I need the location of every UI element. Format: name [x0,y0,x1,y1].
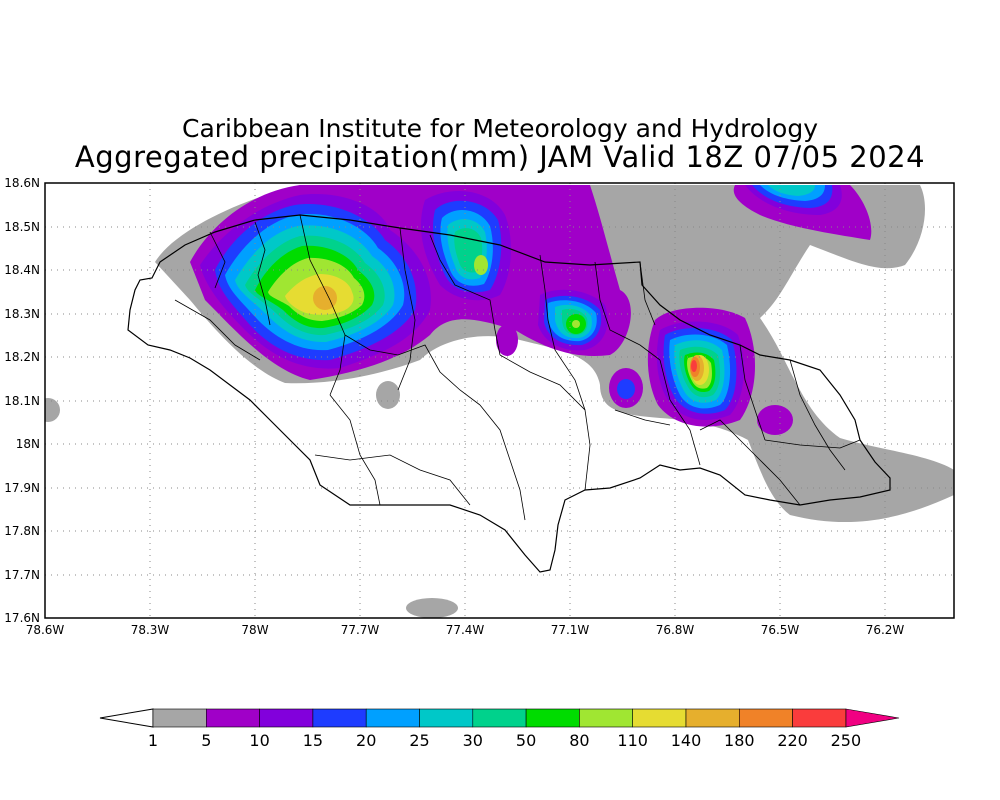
colorbar-segment [365,708,420,728]
latitude-axis: 18.6N 18.5N 18.4N 18.3N 18.2N 18.1N 18N … [4,176,40,625]
colorbar-segment [685,708,740,728]
lat-tick-label: 17.7N [4,568,40,582]
colorbar-label: 80 [569,731,589,750]
coastline [127,214,891,573]
lat-tick-label: 18.2N [4,350,40,364]
colorbar-under-arrow [99,708,154,728]
colorbar-segment [152,708,207,728]
lat-tick-label: 17.9N [4,481,40,495]
lon-tick-label: 78.6W [26,623,65,637]
map-frame [44,182,955,619]
colorbar-segment [525,708,580,728]
lon-tick-label: 76.8W [656,623,695,637]
lat-tick-label: 18.1N [4,394,40,408]
map-title: Aggregated precipitation(mm) JAM Valid 1… [74,140,926,174]
colorbar-label: 15 [303,731,323,750]
colorbar-label: 250 [831,731,862,750]
colorbar-label: 220 [777,731,808,750]
lon-tick-label: 78W [241,623,268,637]
lat-tick-label: 18.4N [4,263,40,277]
colorbar-segment [419,708,474,728]
lon-tick-label: 77.7W [341,623,380,637]
colorbar-label: 30 [463,731,483,750]
lon-tick-label: 77.4W [446,623,485,637]
colorbar-segment [579,708,634,728]
map-gridlines [45,183,954,618]
precip-contours [45,185,954,618]
lon-tick-label: 76.2W [866,623,905,637]
institute-title: Caribbean Institute for Meteorology and … [182,114,818,143]
colorbar-segment [632,708,687,728]
colorbar-label: 1 [148,731,158,750]
colorbar-label: 5 [201,731,211,750]
colorbar-segment [206,708,260,728]
colorbar-label: 10 [249,731,269,750]
colorbar-segment [472,708,527,728]
lon-tick-label: 76.5W [761,623,800,637]
colorbar-over-arrow [845,708,900,728]
colorbar-label: 20 [356,731,376,750]
lat-tick-label: 17.8N [4,524,40,538]
colorbar-label: 180 [724,731,755,750]
colorbar-label: 110 [617,731,648,750]
colorbar-segment [738,708,793,728]
lat-tick-label: 18N [16,437,40,451]
colorbar-label: 25 [409,731,429,750]
colorbar-label: 50 [516,731,536,750]
colorbar-segment [259,708,314,728]
colorbar-segment [792,708,847,728]
colorbar-segment [312,708,367,728]
colorbar-label: 140 [671,731,702,750]
lat-tick-label: 18.5N [4,220,40,234]
lon-tick-label: 78.3W [131,623,170,637]
lat-tick-label: 17.6N [4,611,40,625]
lon-tick-label: 77.1W [551,623,590,637]
longitude-axis: 78.6W 78.3W 78W 77.7W 77.4W 77.1W 76.8W … [26,623,905,637]
lat-tick-label: 18.3N [4,307,40,321]
parish-boundaries [174,214,861,521]
map-area [45,183,954,618]
color-legend: 1 5 10 15 20 25 30 50 80 110 140 180 220 250 [99,708,900,750]
lat-tick-label: 18.6N [4,176,40,190]
